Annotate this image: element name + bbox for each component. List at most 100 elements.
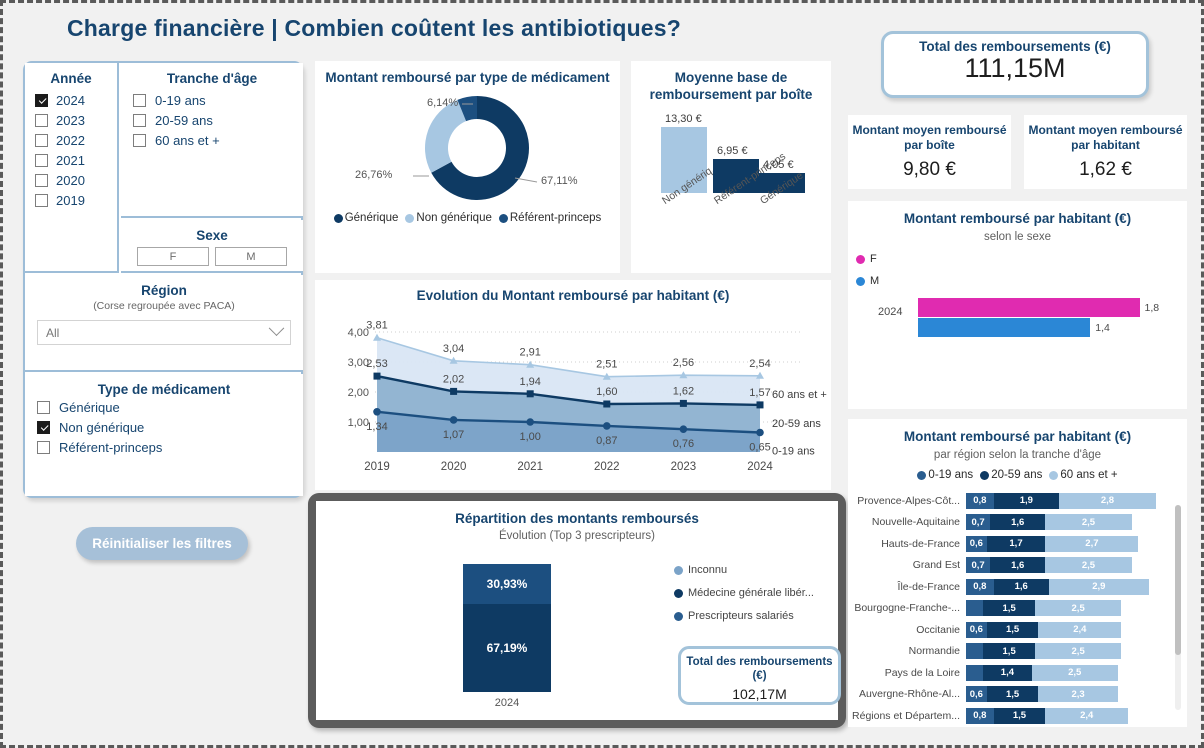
region-segment-2[interactable]: 2,4	[1038, 621, 1122, 638]
region-segment-1[interactable]: 1,6	[993, 578, 1049, 595]
evolution-marker[interactable]	[603, 400, 611, 408]
repartition-legend-item-1[interactable]: Médecine générale libér...	[674, 587, 814, 599]
boite-bar-1[interactable]	[713, 158, 759, 193]
repartition-segment-medecine-generale[interactable]: 67,19%	[463, 604, 551, 692]
checkbox-checked-icon[interactable]	[37, 420, 50, 434]
sexe-button-m[interactable]: M	[215, 247, 287, 266]
donut-legend-item-0[interactable]: Générique	[333, 212, 398, 224]
region-row[interactable]: Occitanie 0,6 1,5 2,4	[848, 620, 1187, 639]
region-row[interactable]: Nouvelle-Aquitaine 0,7 1,6 2,5	[848, 513, 1187, 532]
sexe-legend-item-0[interactable]: F	[856, 253, 877, 265]
region-dropdown[interactable]: All	[37, 320, 291, 345]
evolution-marker[interactable]	[526, 390, 534, 398]
evolution-marker[interactable]	[373, 333, 381, 341]
region-segment-1[interactable]: 1,6	[990, 514, 1046, 530]
region-segment-0[interactable]: 0,8	[966, 492, 994, 509]
filter-age-item-0[interactable]: 0-19 ans	[121, 90, 303, 110]
region-segment-1[interactable]: 1,4	[983, 664, 1032, 681]
checkbox-icon[interactable]	[133, 133, 146, 147]
sexe-legend-item-1[interactable]: M	[856, 275, 879, 287]
region-row[interactable]: Pays de la Loire 1,4 2,5	[848, 663, 1187, 682]
region-segment-2[interactable]: 2,5	[1035, 643, 1122, 659]
checkbox-icon[interactable]	[37, 400, 50, 414]
region-segment-0[interactable]: 0,6	[966, 621, 987, 638]
filter-annee-item-2[interactable]: 2022	[25, 130, 117, 150]
checkbox-icon[interactable]	[35, 153, 48, 167]
evolution-marker[interactable]	[526, 418, 534, 426]
region-segment-2[interactable]: 2,7	[1045, 535, 1139, 552]
region-segment-1[interactable]: 1,5	[993, 707, 1046, 724]
region-segment-1[interactable]: 1,7	[986, 535, 1046, 552]
boite-bar-0[interactable]	[661, 126, 707, 193]
region-segment-0[interactable]: 0,7	[966, 557, 991, 573]
checkbox-icon[interactable]	[35, 133, 48, 147]
filter-annee-item-0[interactable]: 2024	[25, 90, 117, 110]
filter-annee-item-5[interactable]: 2019	[25, 190, 117, 210]
region-segment-2[interactable]: 2,5	[1035, 600, 1122, 616]
checkbox-icon[interactable]	[133, 113, 146, 127]
evolution-marker[interactable]	[373, 408, 381, 416]
evolution-marker[interactable]	[602, 372, 611, 380]
repartition-legend-item-0[interactable]: Inconnu	[674, 564, 814, 576]
reset-filters-button[interactable]: Réinitialiser les filtres	[76, 527, 248, 560]
evolution-marker[interactable]	[373, 372, 381, 380]
region-row[interactable]: Régions et Départem... 0,8 1,5 2,4	[848, 706, 1187, 725]
region-scrollbar-thumb[interactable]	[1175, 505, 1181, 655]
region-segment-1[interactable]: 1,5	[983, 643, 1035, 659]
region-segment-0[interactable]: 0,8	[966, 707, 994, 724]
repartition-legend-item-2[interactable]: Prescripteurs salariés	[674, 610, 814, 622]
region-segment-1[interactable]: 1,6	[990, 557, 1046, 573]
region-segment-2[interactable]: 2,8	[1059, 492, 1156, 509]
region-segment-2[interactable]: 2,9	[1048, 578, 1149, 595]
sexe-bar-m[interactable]	[918, 318, 1091, 337]
evolution-marker[interactable]	[679, 425, 688, 433]
boite-bar-2[interactable]	[759, 172, 805, 193]
region-segment-1[interactable]: 1,5	[986, 621, 1039, 638]
evolution-marker[interactable]	[450, 387, 458, 395]
region-segment-0[interactable]: 0,7	[966, 514, 991, 530]
evolution-marker[interactable]	[526, 360, 535, 368]
region-legend-item-1[interactable]: 20-59 ans	[980, 469, 1042, 481]
region-segment-1[interactable]: 1,5	[983, 600, 1035, 616]
checkbox-icon[interactable]	[35, 113, 48, 127]
filter-type-item-2[interactable]: Référent-princeps	[25, 437, 303, 457]
donut-slice-0[interactable]	[431, 96, 529, 200]
region-segment-0[interactable]: 0,6	[966, 535, 987, 552]
region-row[interactable]: Île-de-France 0,8 1,6 2,9	[848, 577, 1187, 596]
region-segment-0[interactable]: 0,8	[966, 578, 994, 595]
region-segment-1[interactable]: 1,9	[993, 492, 1060, 509]
checkbox-icon[interactable]	[35, 193, 48, 207]
sexe-bar-f[interactable]	[918, 298, 1140, 317]
donut-legend-item-2[interactable]: Référent-princeps	[498, 212, 601, 224]
region-segment-2[interactable]: 2,5	[1031, 664, 1118, 681]
region-row[interactable]: Normandie 1,5 2,5	[848, 642, 1187, 661]
evolution-marker[interactable]	[449, 416, 458, 424]
filter-annee-item-4[interactable]: 2020	[25, 170, 117, 190]
filter-annee-item-1[interactable]: 2023	[25, 110, 117, 130]
region-row[interactable]: Hauts-de-France 0,6 1,7 2,7	[848, 534, 1187, 553]
filter-type-item-0[interactable]: Générique	[25, 397, 303, 417]
donut-slice-2[interactable]	[457, 96, 477, 122]
region-row[interactable]: Bourgogne-Franche-... 1,5 2,5	[848, 599, 1187, 618]
checkbox-checked-icon[interactable]	[35, 93, 48, 107]
checkbox-icon[interactable]	[37, 440, 50, 454]
region-segment-2[interactable]: 2,5	[1045, 514, 1132, 530]
region-segment-1[interactable]: 1,5	[986, 686, 1039, 702]
region-row[interactable]: Auvergne-Rhône-Al... 0,6 1,5 2,3	[848, 685, 1187, 704]
sexe-button-f[interactable]: F	[137, 247, 209, 266]
evolution-marker[interactable]	[756, 428, 764, 437]
region-segment-2[interactable]: 2,5	[1045, 557, 1132, 573]
region-segment-2[interactable]: 2,3	[1038, 686, 1118, 702]
filter-annee-item-3[interactable]: 2021	[25, 150, 117, 170]
region-scrollbar[interactable]	[1175, 505, 1181, 710]
checkbox-icon[interactable]	[35, 173, 48, 187]
filter-age-item-2[interactable]: 60 ans et +	[121, 130, 303, 150]
region-segment-0[interactable]: 0,6	[966, 686, 987, 702]
donut-legend-item-1[interactable]: Non générique	[405, 212, 492, 224]
region-segment-0[interactable]	[966, 600, 984, 616]
filter-age-item-1[interactable]: 20-59 ans	[121, 110, 303, 130]
repartition-segment-inconnu[interactable]: 30,93%	[463, 564, 551, 605]
region-segment-0[interactable]	[966, 664, 984, 681]
evolution-marker[interactable]	[679, 371, 688, 379]
evolution-marker[interactable]	[603, 422, 611, 430]
